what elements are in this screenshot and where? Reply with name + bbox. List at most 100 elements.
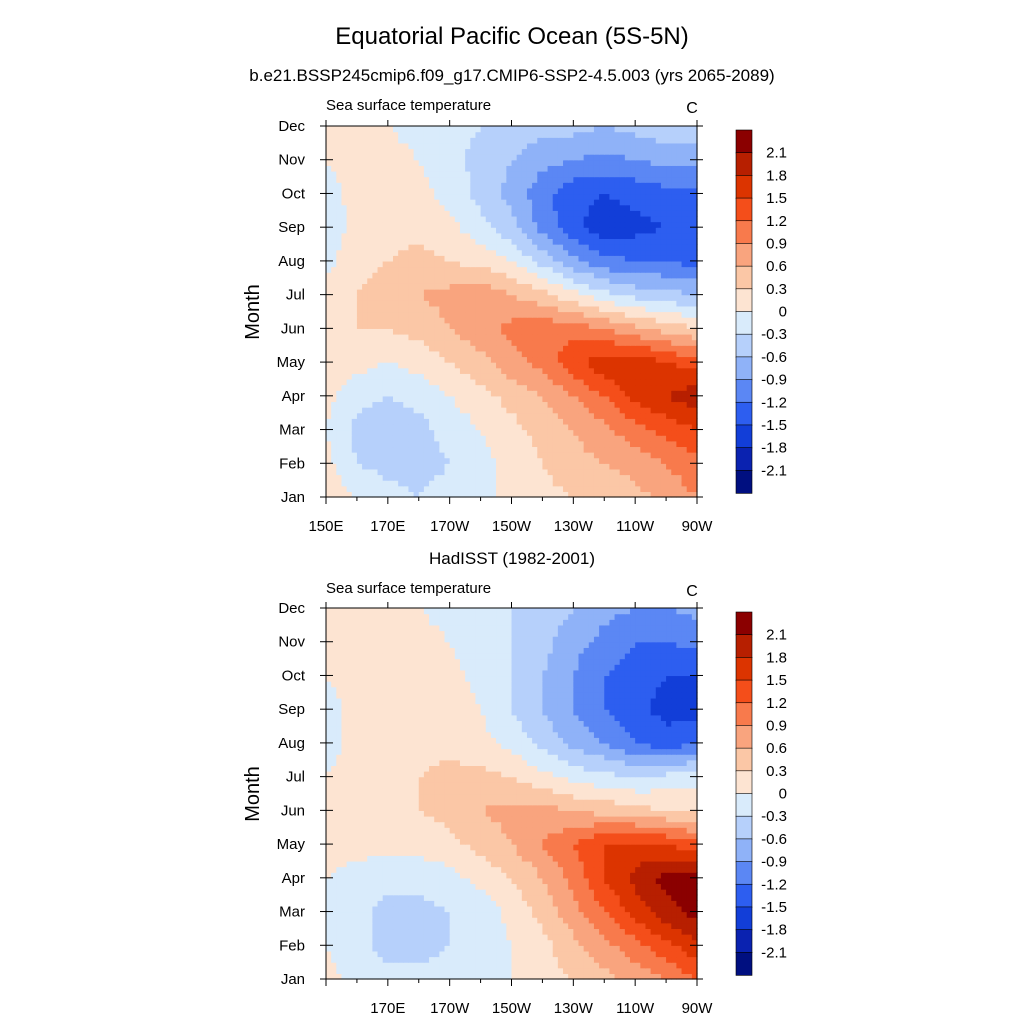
- heatmap-cell: [454, 423, 461, 431]
- heatmap-cell: [681, 154, 688, 161]
- heatmap-cell: [336, 973, 343, 980]
- heatmap-cell: [470, 446, 477, 453]
- heatmap-cell: [511, 210, 518, 217]
- heatmap-cell: [331, 182, 337, 189]
- heatmap-cell: [650, 305, 657, 313]
- heatmap-cell: [387, 266, 394, 273]
- heatmap-cell: [351, 131, 358, 138]
- heatmap-cell: [331, 440, 337, 448]
- heatmap-cell: [593, 260, 600, 268]
- heatmap-cell: [434, 485, 440, 492]
- heatmap-cell: [377, 131, 384, 138]
- heatmap-cell: [573, 266, 580, 273]
- heatmap-cell: [630, 165, 636, 172]
- heatmap-cell: [578, 973, 585, 980]
- heatmap-cell: [398, 967, 404, 974]
- heatmap-cell: [454, 491, 461, 498]
- heatmap-cell: [516, 221, 523, 228]
- heatmap-cell: [650, 345, 657, 352]
- heatmap-cell: [521, 193, 528, 200]
- heatmap-cell: [336, 260, 343, 268]
- heatmap-cell: [516, 423, 523, 431]
- heatmap-cell: [532, 311, 538, 318]
- heatmap-cell: [382, 440, 389, 448]
- heatmap-cell: [377, 457, 384, 464]
- heatmap-cell: [326, 311, 332, 318]
- heatmap-cell: [362, 221, 368, 228]
- heatmap-cell: [655, 407, 662, 414]
- heatmap-cell: [418, 176, 425, 183]
- heatmap-cell: [387, 429, 394, 436]
- heatmap-cell: [521, 429, 528, 436]
- heatmap-cell: [496, 283, 502, 290]
- heatmap-cell: [444, 294, 451, 301]
- heatmap-cell: [630, 367, 636, 374]
- heatmap-cell: [511, 238, 518, 245]
- heatmap-cell: [341, 232, 348, 240]
- heatmap-cell: [403, 474, 410, 481]
- heatmap-cell: [418, 126, 425, 133]
- heatmap-cell: [475, 148, 482, 155]
- heatmap-cell: [624, 401, 631, 408]
- heatmap-cell: [459, 328, 466, 335]
- heatmap-cell: [362, 131, 368, 138]
- heatmap-cell: [403, 446, 410, 453]
- heatmap-cell: [465, 452, 471, 459]
- heatmap-cell: [650, 474, 657, 481]
- heatmap-cell: [367, 137, 373, 144]
- heatmap-cell: [676, 204, 683, 211]
- heatmap-cell: [630, 440, 636, 448]
- heatmap-cell: [367, 311, 373, 318]
- heatmap-cell: [398, 480, 404, 487]
- heatmap-cell: [372, 423, 379, 431]
- heatmap-cell: [356, 137, 363, 144]
- heatmap-cell: [650, 126, 657, 133]
- heatmap-cell: [434, 429, 440, 436]
- heatmap-cell: [630, 289, 636, 296]
- heatmap-cell: [676, 407, 683, 414]
- heatmap-cell: [403, 491, 410, 498]
- heatmap-cell: [326, 384, 332, 391]
- heatmap-cell: [449, 345, 456, 352]
- heatmap-cell: [454, 165, 461, 172]
- heatmap-cell: [336, 266, 343, 273]
- heatmap-cell: [439, 412, 446, 419]
- heatmap-cell: [537, 199, 544, 206]
- heatmap-cell: [619, 390, 626, 397]
- heatmap-cell: [356, 418, 363, 425]
- heatmap-cell: [666, 283, 672, 290]
- heatmap-cell: [650, 429, 657, 436]
- heatmap-cell: [614, 345, 621, 352]
- heatmap-cell: [691, 182, 698, 189]
- heatmap-cell: [496, 210, 502, 217]
- heatmap-cell: [511, 435, 518, 442]
- heatmap-cell: [449, 232, 456, 240]
- heatmap-cell: [521, 468, 528, 476]
- heatmap-cell: [635, 182, 641, 189]
- heatmap-cell: [666, 204, 672, 211]
- heatmap-cell: [583, 176, 590, 183]
- colorbar-swatch: [735, 379, 753, 403]
- heatmap-cell: [645, 435, 652, 442]
- heatmap-cell: [573, 423, 580, 431]
- heatmap-cell: [676, 395, 683, 403]
- heatmap-cell: [429, 463, 435, 470]
- heatmap-cell: [537, 232, 544, 240]
- heatmap-cell: [681, 165, 688, 172]
- heatmap-cell: [583, 255, 590, 262]
- heatmap-cell: [465, 142, 471, 150]
- heatmap-cell: [691, 395, 698, 403]
- heatmap-cell: [459, 378, 466, 386]
- heatmap-cell: [532, 260, 538, 268]
- heatmap-cell: [506, 333, 513, 341]
- heatmap-cell: [403, 165, 410, 172]
- heatmap-cell: [449, 322, 456, 329]
- heatmap-cell: [573, 480, 580, 487]
- heatmap-cell: [516, 283, 523, 290]
- heatmap-cell: [573, 255, 580, 262]
- heatmap-cell: [429, 973, 435, 980]
- heatmap-cell: [470, 182, 477, 189]
- heatmap-cell: [583, 418, 590, 425]
- heatmap-cell: [655, 328, 662, 335]
- heatmap-cell: [604, 333, 610, 341]
